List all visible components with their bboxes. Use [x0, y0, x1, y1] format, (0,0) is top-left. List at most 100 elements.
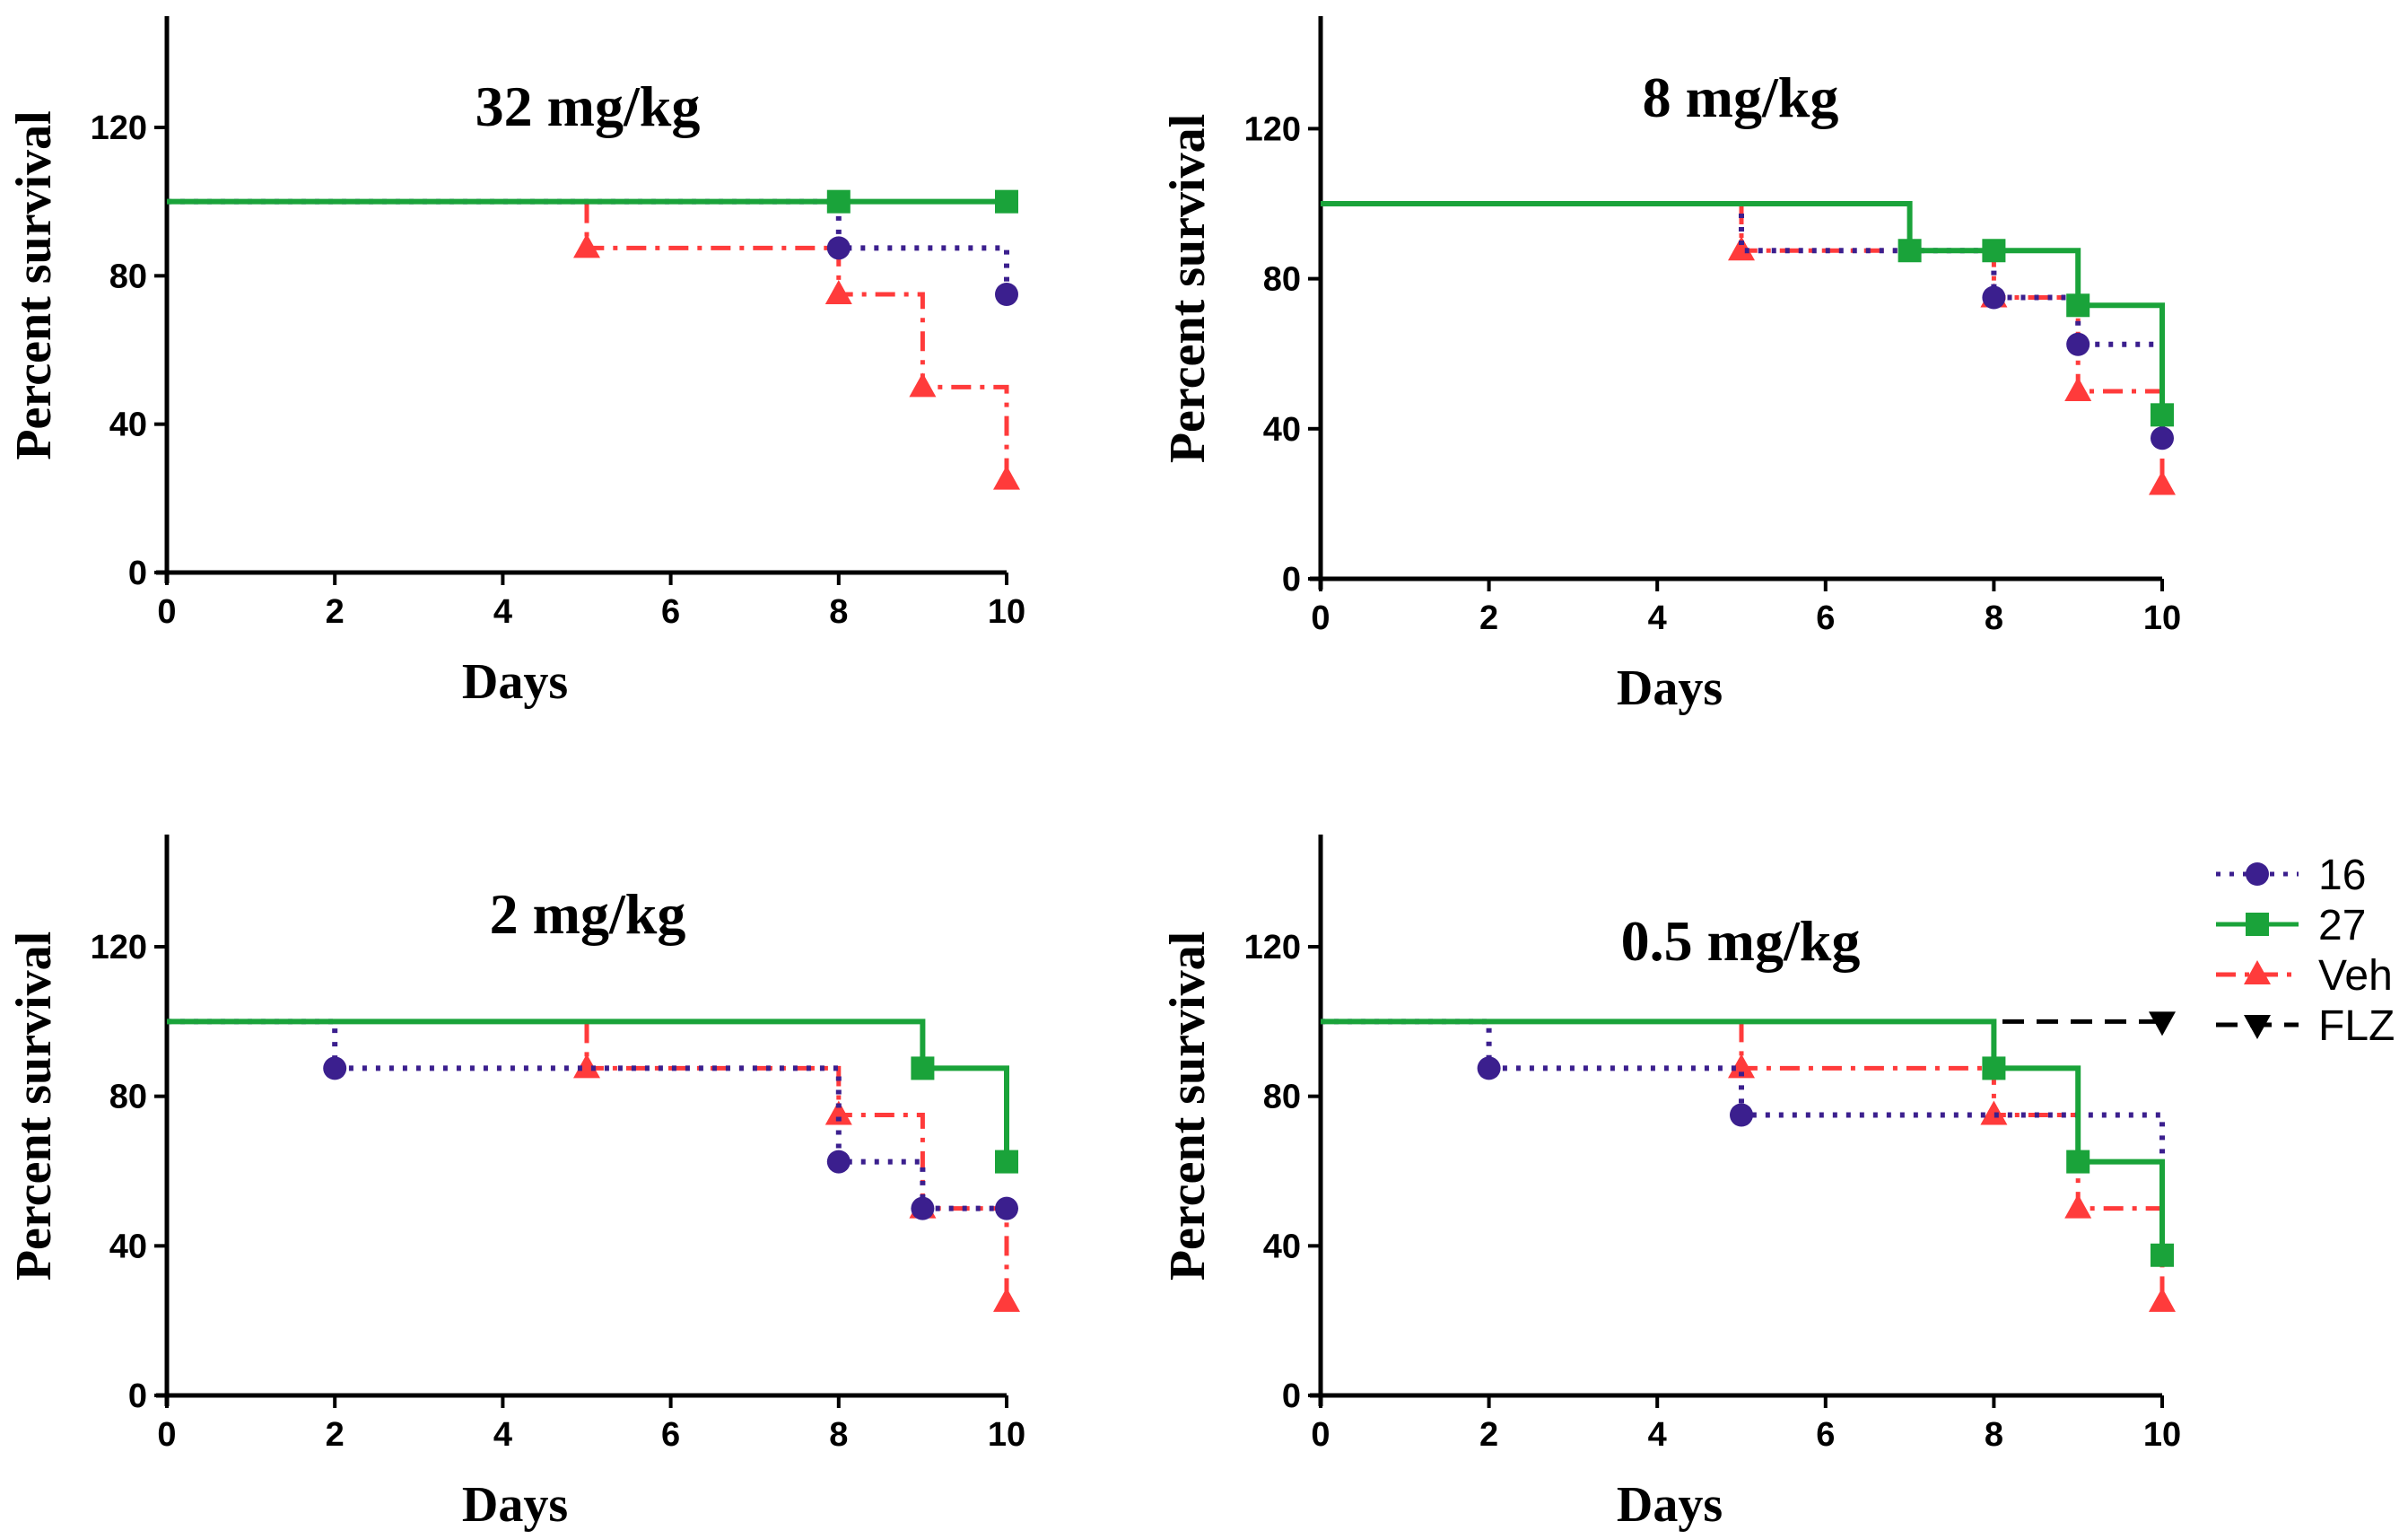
x-tick-label: 10 [988, 1416, 1025, 1454]
data-point-27 [2066, 293, 2090, 318]
data-point-16 [826, 236, 851, 260]
y-axis-label: Percent survival [6, 110, 62, 459]
y-tick-label: 80 [109, 258, 147, 295]
x-tick-label: 6 [1816, 599, 1835, 637]
data-point-27 [995, 189, 1018, 214]
legend-label: Veh [2318, 952, 2393, 1000]
data-point-veh [573, 1054, 600, 1079]
x-axis-label: Days [1617, 1477, 1723, 1533]
y-tick-label: 120 [91, 929, 147, 966]
data-point-16 [1477, 1056, 1501, 1080]
series-line-27 [1321, 1019, 2165, 1255]
y-axis-label: Percent survival [1160, 931, 1216, 1281]
series-veh [1321, 201, 2176, 495]
y-tick-label: 0 [1282, 561, 1301, 599]
series-27 [167, 1019, 1018, 1174]
data-point-27 [995, 1150, 1018, 1174]
legend-marker [2244, 1015, 2271, 1039]
y-tick-label: 80 [1263, 261, 1301, 299]
y-tick-label: 40 [109, 1228, 147, 1265]
series-27 [1321, 201, 2174, 427]
x-tick-label: 10 [988, 593, 1025, 631]
x-tick-label: 0 [1311, 599, 1330, 637]
x-tick-label: 2 [1479, 1416, 1498, 1454]
data-point-flz [2149, 1011, 2176, 1036]
data-point-27 [826, 189, 851, 214]
y-tick-label: 0 [128, 1377, 147, 1415]
legend-marker [2244, 960, 2271, 984]
series-27 [1321, 1019, 2174, 1267]
y-axis-label: Percent survival [6, 931, 62, 1281]
y-tick-label: 40 [1263, 411, 1301, 449]
data-point-veh [1980, 1100, 2008, 1125]
x-tick-label: 4 [493, 1416, 512, 1454]
x-axis-label: Days [462, 1477, 568, 1533]
y-axis-label: Percent survival [1160, 114, 1216, 463]
y-tick-label: 80 [109, 1079, 147, 1116]
data-point-veh [573, 233, 600, 258]
data-point-veh [824, 1100, 852, 1125]
x-tick-label: 2 [1479, 599, 1498, 637]
data-point-veh [2064, 377, 2092, 401]
legend-marker [2246, 913, 2269, 936]
x-tick-label: 0 [157, 593, 176, 631]
legend-label: 27 [2318, 902, 2366, 949]
data-point-16 [1730, 1103, 1753, 1127]
data-point-veh [824, 280, 852, 304]
x-tick-label: 8 [1985, 1416, 2003, 1454]
data-point-27 [1982, 239, 2006, 263]
legend-marker [2246, 862, 2269, 886]
legend-label: 16 [2318, 852, 2366, 899]
legend-entry-16: 16 [2216, 852, 2366, 899]
data-point-16 [323, 1056, 347, 1080]
x-tick-label: 4 [493, 593, 512, 631]
y-tick-label: 0 [128, 555, 147, 592]
x-tick-label: 8 [829, 1416, 848, 1454]
data-point-16 [995, 1196, 1018, 1220]
x-axis-label: Days [1617, 660, 1723, 716]
data-point-16 [826, 1150, 851, 1174]
data-point-veh [1728, 1054, 1755, 1079]
data-point-27 [911, 1056, 935, 1080]
x-tick-label: 6 [661, 1416, 680, 1454]
data-point-16 [2151, 426, 2174, 450]
chart-title: 0.5 mg/kg [1621, 909, 1861, 973]
x-axis-label: Days [462, 654, 568, 710]
x-tick-label: 0 [157, 1416, 176, 1454]
series-veh [167, 1019, 1020, 1312]
x-tick-label: 6 [661, 593, 680, 631]
x-tick-label: 2 [326, 593, 345, 631]
chart-panel-3: 0 40 80 120 0 2 4 6 8 10 Days Percent survival 2 mg/… [6, 835, 1025, 1533]
data-point-veh [2064, 1194, 2092, 1219]
data-point-veh [993, 465, 1020, 490]
data-point-veh [993, 1287, 1020, 1312]
series-line-27 [1321, 201, 2165, 415]
x-tick-label: 8 [829, 593, 848, 631]
series-veh [167, 199, 1020, 490]
x-tick-label: 10 [2143, 599, 2181, 637]
data-point-veh [2149, 1287, 2176, 1312]
x-tick-label: 10 [2143, 1416, 2181, 1454]
x-tick-label: 6 [1816, 1416, 1835, 1454]
data-point-veh [2149, 470, 2176, 495]
legend-label: FLZ [2318, 1002, 2395, 1050]
chart-title: 32 mg/kg [475, 74, 701, 138]
data-point-16 [2066, 332, 2090, 356]
chart-panel-2: 0 40 80 120 0 2 4 6 8 10 Days Percent survival 8 mg/… [1160, 16, 2181, 716]
y-tick-label: 40 [1263, 1228, 1301, 1265]
y-tick-label: 120 [91, 109, 147, 147]
data-point-veh [909, 372, 937, 398]
series-16 [1321, 1019, 2165, 1255]
series-line-16 [167, 1019, 1007, 1211]
x-tick-label: 8 [1985, 599, 2003, 637]
x-tick-label: 4 [1648, 599, 1667, 637]
chart-title: 8 mg/kg [1643, 66, 1839, 129]
series-16 [167, 1019, 1018, 1220]
data-point-27 [2151, 1243, 2174, 1267]
y-tick-label: 120 [1244, 929, 1301, 966]
data-point-27 [2151, 403, 2174, 427]
series-veh [1321, 1019, 2176, 1312]
